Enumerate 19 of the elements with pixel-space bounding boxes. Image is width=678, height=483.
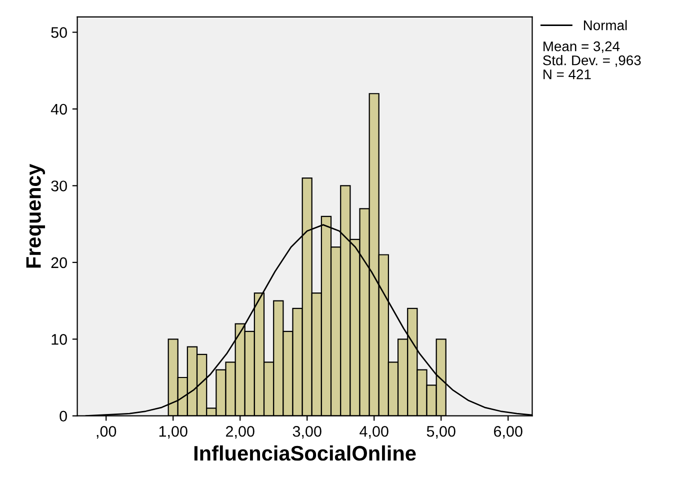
x-tick-label: 4,00 (360, 426, 388, 439)
x-tick-label: 6,00 (494, 426, 522, 439)
x-tick-label: 1,00 (159, 426, 188, 439)
y-tick-label: 30 (51, 180, 67, 192)
legend-label: Normal (584, 20, 627, 30)
x-tick-label: 2,00 (226, 426, 254, 439)
text: Std. Dev. = ,963 (543, 55, 641, 67)
text: N = 421 (544, 69, 591, 80)
y-tick-label: 50 (51, 27, 67, 38)
y-tick-label: 40 (50, 104, 67, 115)
x-axis-title: InfluenciaSocialOnline (194, 445, 416, 461)
x-tick-label: ,00 (96, 426, 116, 439)
x-tick-label: 5,00 (426, 426, 456, 439)
x-tick-label: 3,00 (292, 426, 322, 439)
y-tick-label: 0 (60, 410, 67, 422)
y-axis-title: Frequency (26, 164, 46, 268)
text: Mean = 3,24 (544, 41, 620, 53)
y-tick-label: 20 (51, 257, 67, 268)
y-tick-label: 10 (52, 334, 67, 345)
